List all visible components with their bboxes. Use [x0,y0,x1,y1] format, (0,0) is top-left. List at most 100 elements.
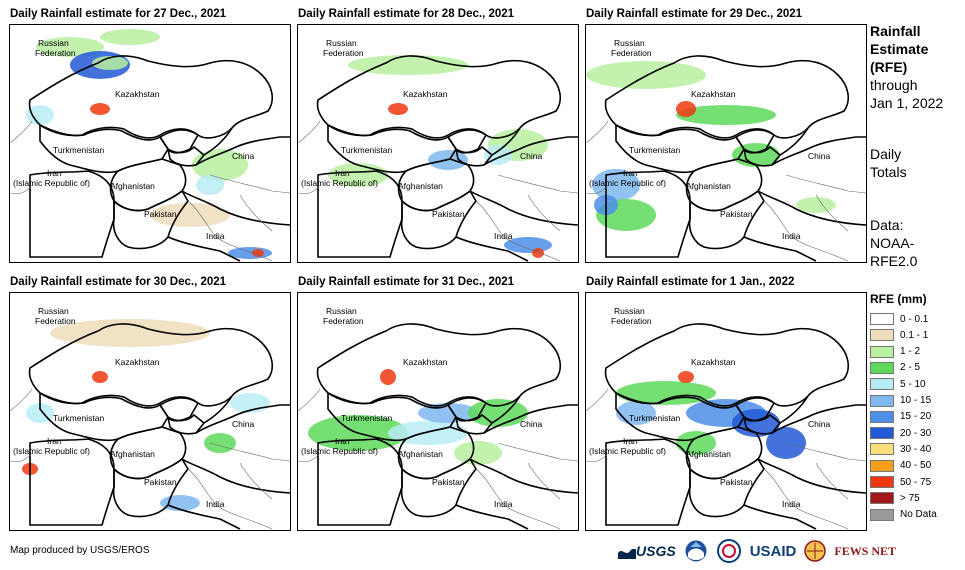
rainfall-overlay [26,29,272,259]
label-india: India [494,499,513,509]
label-iran-full: (Islamic Republic of) [589,178,666,188]
legend-swatch [870,492,894,505]
legend-swatch [870,410,894,423]
rain-blob [100,29,160,45]
rain-blob [388,103,408,115]
label-kazakhstan: Kazakhstan [691,89,736,99]
legend-item: 0 - 0.1 [870,312,928,326]
legend-item: 10 - 15 [870,394,931,408]
panel-title-2: Daily Rainfall estimate for 28 Dec., 202… [298,8,515,20]
usgs-logo: USGS [618,543,676,559]
legend-label: > 75 [900,492,920,504]
label-india: India [782,231,801,241]
label-russian: Russian [38,38,69,48]
rain-blob [50,319,210,347]
label-kazakhstan: Kazakhstan [691,357,736,367]
rain-blob [90,103,110,115]
minor-boundaries [10,388,290,530]
panel-title-4: Daily Rainfall estimate for 30 Dec., 202… [10,276,227,288]
label-kazakhstan: Kazakhstan [403,89,448,99]
rainfall-map-28-dec: Russian Federation Kazakhstan Turkmenist… [297,24,579,263]
data-source: Data: NOAA- RFE2.0 [870,216,917,270]
fewsnet-logo: FEWS NET [834,543,897,558]
minor-boundaries [586,120,866,262]
label-afghanistan: Afghanistan [398,181,443,191]
legend-swatch [870,313,894,325]
label-turkmenistan: Turkmenistan [53,145,104,155]
rain-blob [92,56,128,70]
rain-blob [204,433,236,453]
rain-blob [26,105,54,125]
legend-swatch [870,345,894,358]
country-borders [604,323,866,530]
legend-swatch [870,476,894,488]
partner-logos: USGS USAID FEWS NET [618,538,896,564]
label-russian: Russian [38,306,69,316]
rainfall-map-31-dec: Russian Federation Kazakhstan Turkmenist… [297,292,579,531]
country-borders [28,323,290,530]
legend-label: 30 - 40 [900,443,932,455]
country-borders [316,323,578,530]
rain-blob [676,101,696,117]
rain-blob [532,248,544,258]
side-noaa: NOAA- [870,235,915,251]
legend-item: 5 - 10 [870,377,926,391]
label-russian: Russian [614,306,645,316]
legend-item: > 75 [870,491,920,505]
label-pakistan: Pakistan [144,477,177,487]
panel-title-5: Daily Rainfall estimate for 31 Dec., 202… [298,276,515,288]
rain-blob [678,371,694,383]
rain-blob [92,371,108,383]
label-india: India [494,231,513,241]
side-through: through [870,77,918,93]
label-china: China [808,151,830,161]
label-afghanistan: Afghanistan [398,449,443,459]
label-federation: Federation [35,316,76,326]
label-afghanistan: Afghanistan [686,449,731,459]
legend-swatch [870,508,894,521]
label-india: India [782,499,801,509]
minor-boundaries [10,120,290,262]
rain-blob [228,247,272,259]
side-rainfall: Rainfall [870,23,921,39]
rain-blob [36,37,104,57]
legend-swatch [870,427,894,440]
label-iran-full: (Islamic Republic of) [13,178,90,188]
label-turkmenistan: Turkmenistan [341,145,392,155]
legend-label: 2 - 5 [900,362,921,374]
label-india: India [206,231,225,241]
legend-item: 2 - 5 [870,361,920,375]
legend-swatch [870,361,894,374]
side-rfe2: RFE2.0 [870,253,918,269]
legend-item: 30 - 40 [870,442,931,456]
legend-item: 40 - 50 [870,459,931,473]
side-estimate: Estimate [870,41,929,57]
legend-label: 5 - 10 [900,378,926,390]
legend-item: 50 - 75 [870,475,931,489]
label-pakistan: Pakistan [432,209,465,219]
minor-boundaries [586,388,866,530]
label-federation: Federation [35,48,76,58]
usaid-seal-icon [716,539,741,563]
label-iran: Iran [623,436,638,446]
legend-label: 1 - 2 [900,346,921,358]
side-daily: Daily [870,146,902,162]
legend-label: 0 - 0.1 [900,313,929,325]
panel-title-3: Daily Rainfall estimate for 29 Dec., 202… [586,8,803,20]
rain-blob [484,145,512,165]
label-afghanistan: Afghanistan [686,181,731,191]
label-afghanistan: Afghanistan [110,181,155,191]
legend-label: No Data [900,509,937,521]
label-russian: Russian [614,38,645,48]
legend-label: 40 - 50 [900,460,932,472]
legend-item: 0.1 - 1 [870,328,928,342]
legend-item: 15 - 20 [870,410,931,424]
side-date: Jan 1, 2022 [870,95,944,111]
country-borders [316,55,578,262]
label-iran: Iran [335,436,350,446]
label-federation: Federation [323,316,364,326]
legend-title: RFE (mm) [870,292,927,306]
rain-blob [380,369,396,385]
minor-boundaries [298,388,578,530]
side-totals: Totals [870,164,907,180]
